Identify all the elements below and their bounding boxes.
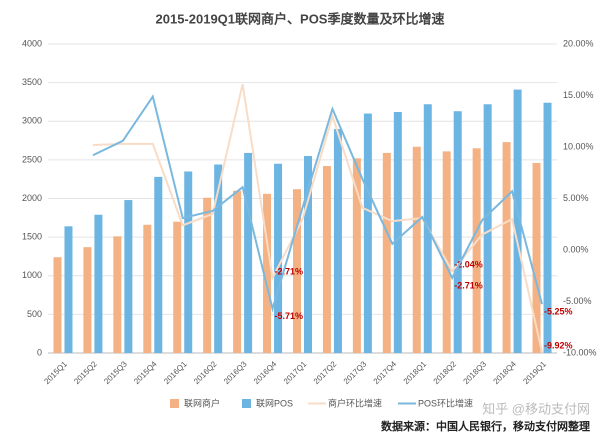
y2-tick-label: 5.00%	[563, 193, 589, 203]
bar	[412, 146, 421, 353]
bar	[214, 164, 223, 353]
x-tick-label: 2018Q2	[432, 359, 459, 386]
y2-tick-label: 0.00%	[563, 244, 589, 254]
legend-label: POS环比增速	[418, 397, 473, 408]
y-tick-label: 1500	[22, 232, 42, 242]
bar	[94, 214, 103, 353]
y2-tick-label: 10.00%	[563, 141, 594, 151]
y-tick-label: 4000	[22, 38, 42, 48]
x-tick-label: 2016Q2	[192, 359, 219, 386]
legend-swatch	[170, 399, 179, 408]
y-tick-label: 3500	[22, 77, 42, 87]
x-tick-label: 2018Q4	[491, 359, 518, 386]
data-label: -5.71%	[275, 311, 304, 321]
line-series	[92, 94, 543, 313]
y2-tick-label: 15.00%	[563, 90, 594, 100]
y-tick-label: 1000	[22, 270, 42, 280]
bar	[502, 142, 511, 353]
y-tick-label: 500	[27, 309, 42, 319]
bar	[393, 111, 402, 353]
bar	[532, 162, 541, 353]
data-label: -5.25%	[544, 306, 573, 316]
bar	[513, 89, 522, 353]
x-tick-label: 2016Q1	[162, 359, 189, 386]
x-tick-label: 2015Q1	[42, 359, 69, 386]
bar	[203, 197, 212, 353]
y-tick-label: 3000	[22, 116, 42, 126]
y-tick-label: 2000	[22, 193, 42, 203]
bar	[124, 200, 133, 353]
source-note: 数据来源：中国人民银行，移动支付网整理	[381, 419, 590, 433]
bar	[83, 247, 92, 353]
bar	[472, 148, 481, 353]
legend-label: 商户环比增速	[328, 397, 382, 408]
x-tick-label: 2017Q1	[282, 359, 309, 386]
x-tick-label: 2016Q3	[222, 359, 249, 386]
legend-label: 联网POS	[256, 398, 293, 408]
bar	[53, 257, 62, 353]
bar	[382, 152, 391, 353]
y2-tick-label: -10.00%	[563, 347, 597, 357]
bar	[154, 176, 163, 353]
bar	[304, 156, 312, 353]
bar	[143, 224, 152, 353]
x-tick-label: 2015Q2	[72, 359, 99, 386]
bar	[543, 102, 552, 354]
y-tick-label: 2500	[22, 154, 42, 164]
bar	[442, 151, 451, 353]
bar	[184, 171, 193, 353]
x-tick-label: 2015Q3	[102, 359, 129, 386]
bar	[333, 128, 342, 353]
bar	[113, 236, 122, 353]
bar	[274, 163, 283, 353]
bar	[173, 221, 182, 353]
bar	[233, 190, 242, 353]
x-tick-label: 2019Q1	[521, 359, 548, 386]
bar	[322, 166, 331, 353]
x-tick-label: 2015Q4	[132, 359, 159, 386]
bar	[263, 193, 272, 353]
bar	[244, 152, 253, 353]
bar	[64, 226, 73, 353]
data-label: -9.92%	[544, 341, 573, 351]
legend-label: 联网商户	[184, 397, 220, 408]
bar	[483, 104, 492, 353]
chart-title: 2015-2019Q1联网商户、POS季度数量及环比增速	[156, 11, 445, 26]
data-label: -2.04%	[454, 259, 483, 269]
bar	[293, 189, 301, 353]
x-tick-label: 2017Q3	[342, 359, 369, 386]
x-tick-label: 2017Q2	[312, 359, 339, 386]
x-tick-label: 2018Q1	[402, 359, 429, 386]
bar	[363, 113, 372, 354]
x-tick-label: 2018Q3	[462, 359, 489, 386]
x-tick-label: 2016Q4	[252, 359, 279, 386]
y-tick-label: 0	[37, 347, 42, 357]
x-tick-label: 2017Q4	[372, 359, 399, 386]
bar	[453, 111, 462, 354]
bar	[352, 158, 361, 353]
y2-tick-label: -5.00%	[563, 296, 592, 306]
line-series	[92, 83, 544, 353]
data-label: -2.71%	[454, 280, 483, 290]
y2-tick-label: 20.00%	[563, 38, 594, 48]
legend-swatch	[242, 399, 251, 408]
watermark: 知乎 @移动支付网	[482, 401, 590, 416]
data-label: -2.71%	[275, 266, 304, 276]
